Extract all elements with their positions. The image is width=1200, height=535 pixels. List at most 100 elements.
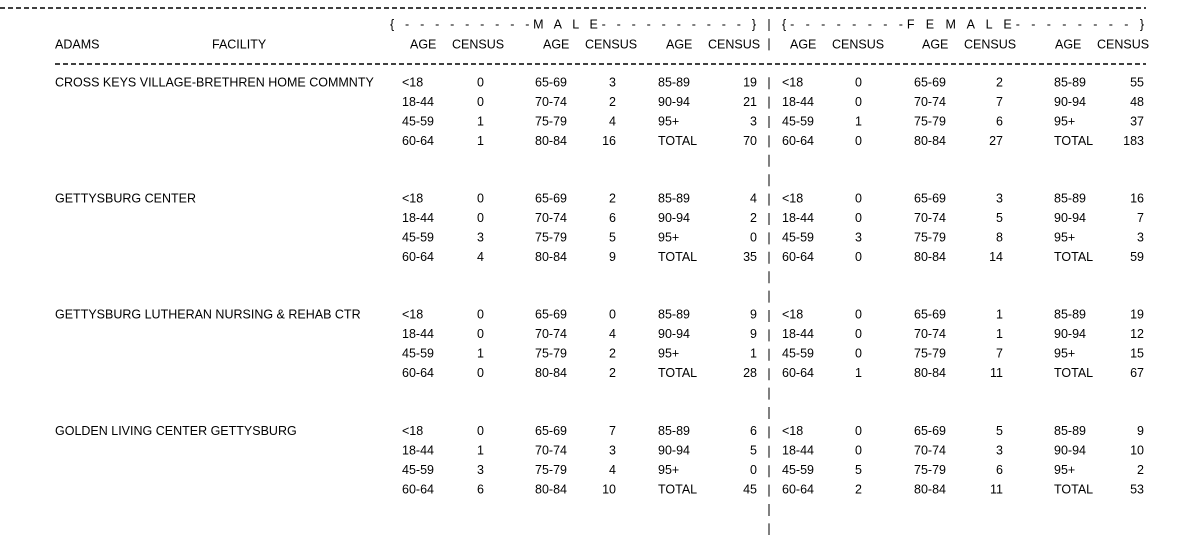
census-cell: 10 <box>1130 443 1144 457</box>
census-cell: 3 <box>855 230 862 244</box>
census-cell: 2 <box>996 75 1003 89</box>
census-cell: 1 <box>477 347 484 361</box>
census-cell: 4 <box>609 463 616 477</box>
age-header: AGE <box>922 37 948 51</box>
census-cell: 4 <box>477 250 484 264</box>
age-cell: 18-44 <box>402 327 434 341</box>
census-cell: 3 <box>477 463 484 477</box>
age-cell: 70-74 <box>914 327 946 341</box>
age-cell: 95+ <box>1054 463 1075 477</box>
census-cell: 7 <box>996 347 1003 361</box>
age-cell: 85-89 <box>1054 424 1086 438</box>
census-cell: 0 <box>609 308 616 322</box>
age-cell: 70-74 <box>535 327 567 341</box>
age-cell: 75-79 <box>535 463 567 477</box>
age-cell: TOTAL <box>658 366 697 380</box>
age-cell: 70-74 <box>914 95 946 109</box>
age-cell: 70-74 <box>535 95 567 109</box>
age-cell: TOTAL <box>1054 366 1093 380</box>
age-cell: 45-59 <box>402 230 434 244</box>
age-cell: 65-69 <box>535 424 567 438</box>
age-cell: 70-74 <box>914 443 946 457</box>
age-header: AGE <box>1055 37 1081 51</box>
census-cell: 1 <box>477 443 484 457</box>
census-cell: 0 <box>855 250 862 264</box>
facility-name: GETTYSBURG LUTHERAN NURSING & REHAB CTR <box>55 308 361 322</box>
census-cell: 5 <box>996 211 1003 225</box>
age-cell: 85-89 <box>658 75 690 89</box>
census-cell: 10 <box>602 482 616 496</box>
age-cell: 90-94 <box>1054 95 1086 109</box>
age-cell: 90-94 <box>658 327 690 341</box>
age-cell: TOTAL <box>658 134 697 148</box>
census-header: CENSUS <box>964 37 1016 51</box>
census-cell: 67 <box>1130 366 1144 380</box>
age-cell: 75-79 <box>914 230 946 244</box>
census-cell: 5 <box>609 230 616 244</box>
age-header: AGE <box>666 37 692 51</box>
census-cell: 45 <box>743 482 757 496</box>
census-cell: 70 <box>743 134 757 148</box>
census-cell: 3 <box>477 230 484 244</box>
age-cell: 85-89 <box>1054 75 1086 89</box>
census-header: CENSUS <box>585 37 637 51</box>
census-cell: 4 <box>609 114 616 128</box>
age-cell: 45-59 <box>782 347 814 361</box>
age-cell: 75-79 <box>535 114 567 128</box>
age-cell: 95+ <box>1054 230 1075 244</box>
age-cell: <18 <box>402 308 423 322</box>
age-cell: 95+ <box>658 230 679 244</box>
census-cell: 9 <box>1137 424 1144 438</box>
age-header: AGE <box>790 37 816 51</box>
census-cell: 183 <box>1123 134 1144 148</box>
census-cell: 0 <box>855 191 862 205</box>
census-cell: 8 <box>996 230 1003 244</box>
male-group: { - - - - - - - - -M A L E- - - - - - - … <box>390 17 756 31</box>
census-cell: 5 <box>750 443 757 457</box>
age-cell: TOTAL <box>1054 250 1093 264</box>
census-cell: 3 <box>996 443 1003 457</box>
age-cell: 80-84 <box>914 250 946 264</box>
age-cell: 65-69 <box>535 308 567 322</box>
census-cell: 0 <box>477 308 484 322</box>
age-cell: 95+ <box>658 114 679 128</box>
age-cell: 80-84 <box>535 250 567 264</box>
age-cell: 80-84 <box>914 366 946 380</box>
age-cell: 85-89 <box>1054 308 1086 322</box>
census-header: CENSUS <box>708 37 760 51</box>
census-cell: 16 <box>602 134 616 148</box>
age-cell: 90-94 <box>1054 211 1086 225</box>
census-cell: 15 <box>1130 347 1144 361</box>
age-cell: 45-59 <box>402 114 434 128</box>
age-cell: TOTAL <box>658 482 697 496</box>
age-cell: 60-64 <box>782 134 814 148</box>
age-cell: 80-84 <box>914 482 946 496</box>
facility-name: CROSS KEYS VILLAGE-BRETHREN HOME COMMNTY <box>55 75 374 89</box>
census-header: CENSUS <box>1097 37 1149 51</box>
age-cell: 95+ <box>658 347 679 361</box>
census-cell: 0 <box>855 327 862 341</box>
census-cell: 12 <box>1130 327 1144 341</box>
census-cell: 2 <box>609 366 616 380</box>
census-cell: 2 <box>609 347 616 361</box>
age-cell: 70-74 <box>914 211 946 225</box>
age-cell: 18-44 <box>782 95 814 109</box>
census-cell: 1 <box>750 347 757 361</box>
census-cell: 0 <box>750 463 757 477</box>
age-cell: 18-44 <box>402 95 434 109</box>
census-cell: 2 <box>609 95 616 109</box>
census-cell: 3 <box>1137 230 1144 244</box>
census-cell: 1 <box>855 366 862 380</box>
female-group: {- - - - - - - -F E M A L E- - - - - - -… <box>782 17 1144 31</box>
census-cell: 3 <box>609 75 616 89</box>
age-cell: 90-94 <box>658 443 690 457</box>
census-cell: 0 <box>855 308 862 322</box>
census-cell: 0 <box>855 443 862 457</box>
census-cell: 9 <box>750 327 757 341</box>
census-cell: 6 <box>477 482 484 496</box>
census-cell: 4 <box>609 327 616 341</box>
census-cell: 1 <box>477 134 484 148</box>
age-cell: 70-74 <box>535 443 567 457</box>
age-cell: 65-69 <box>535 75 567 89</box>
